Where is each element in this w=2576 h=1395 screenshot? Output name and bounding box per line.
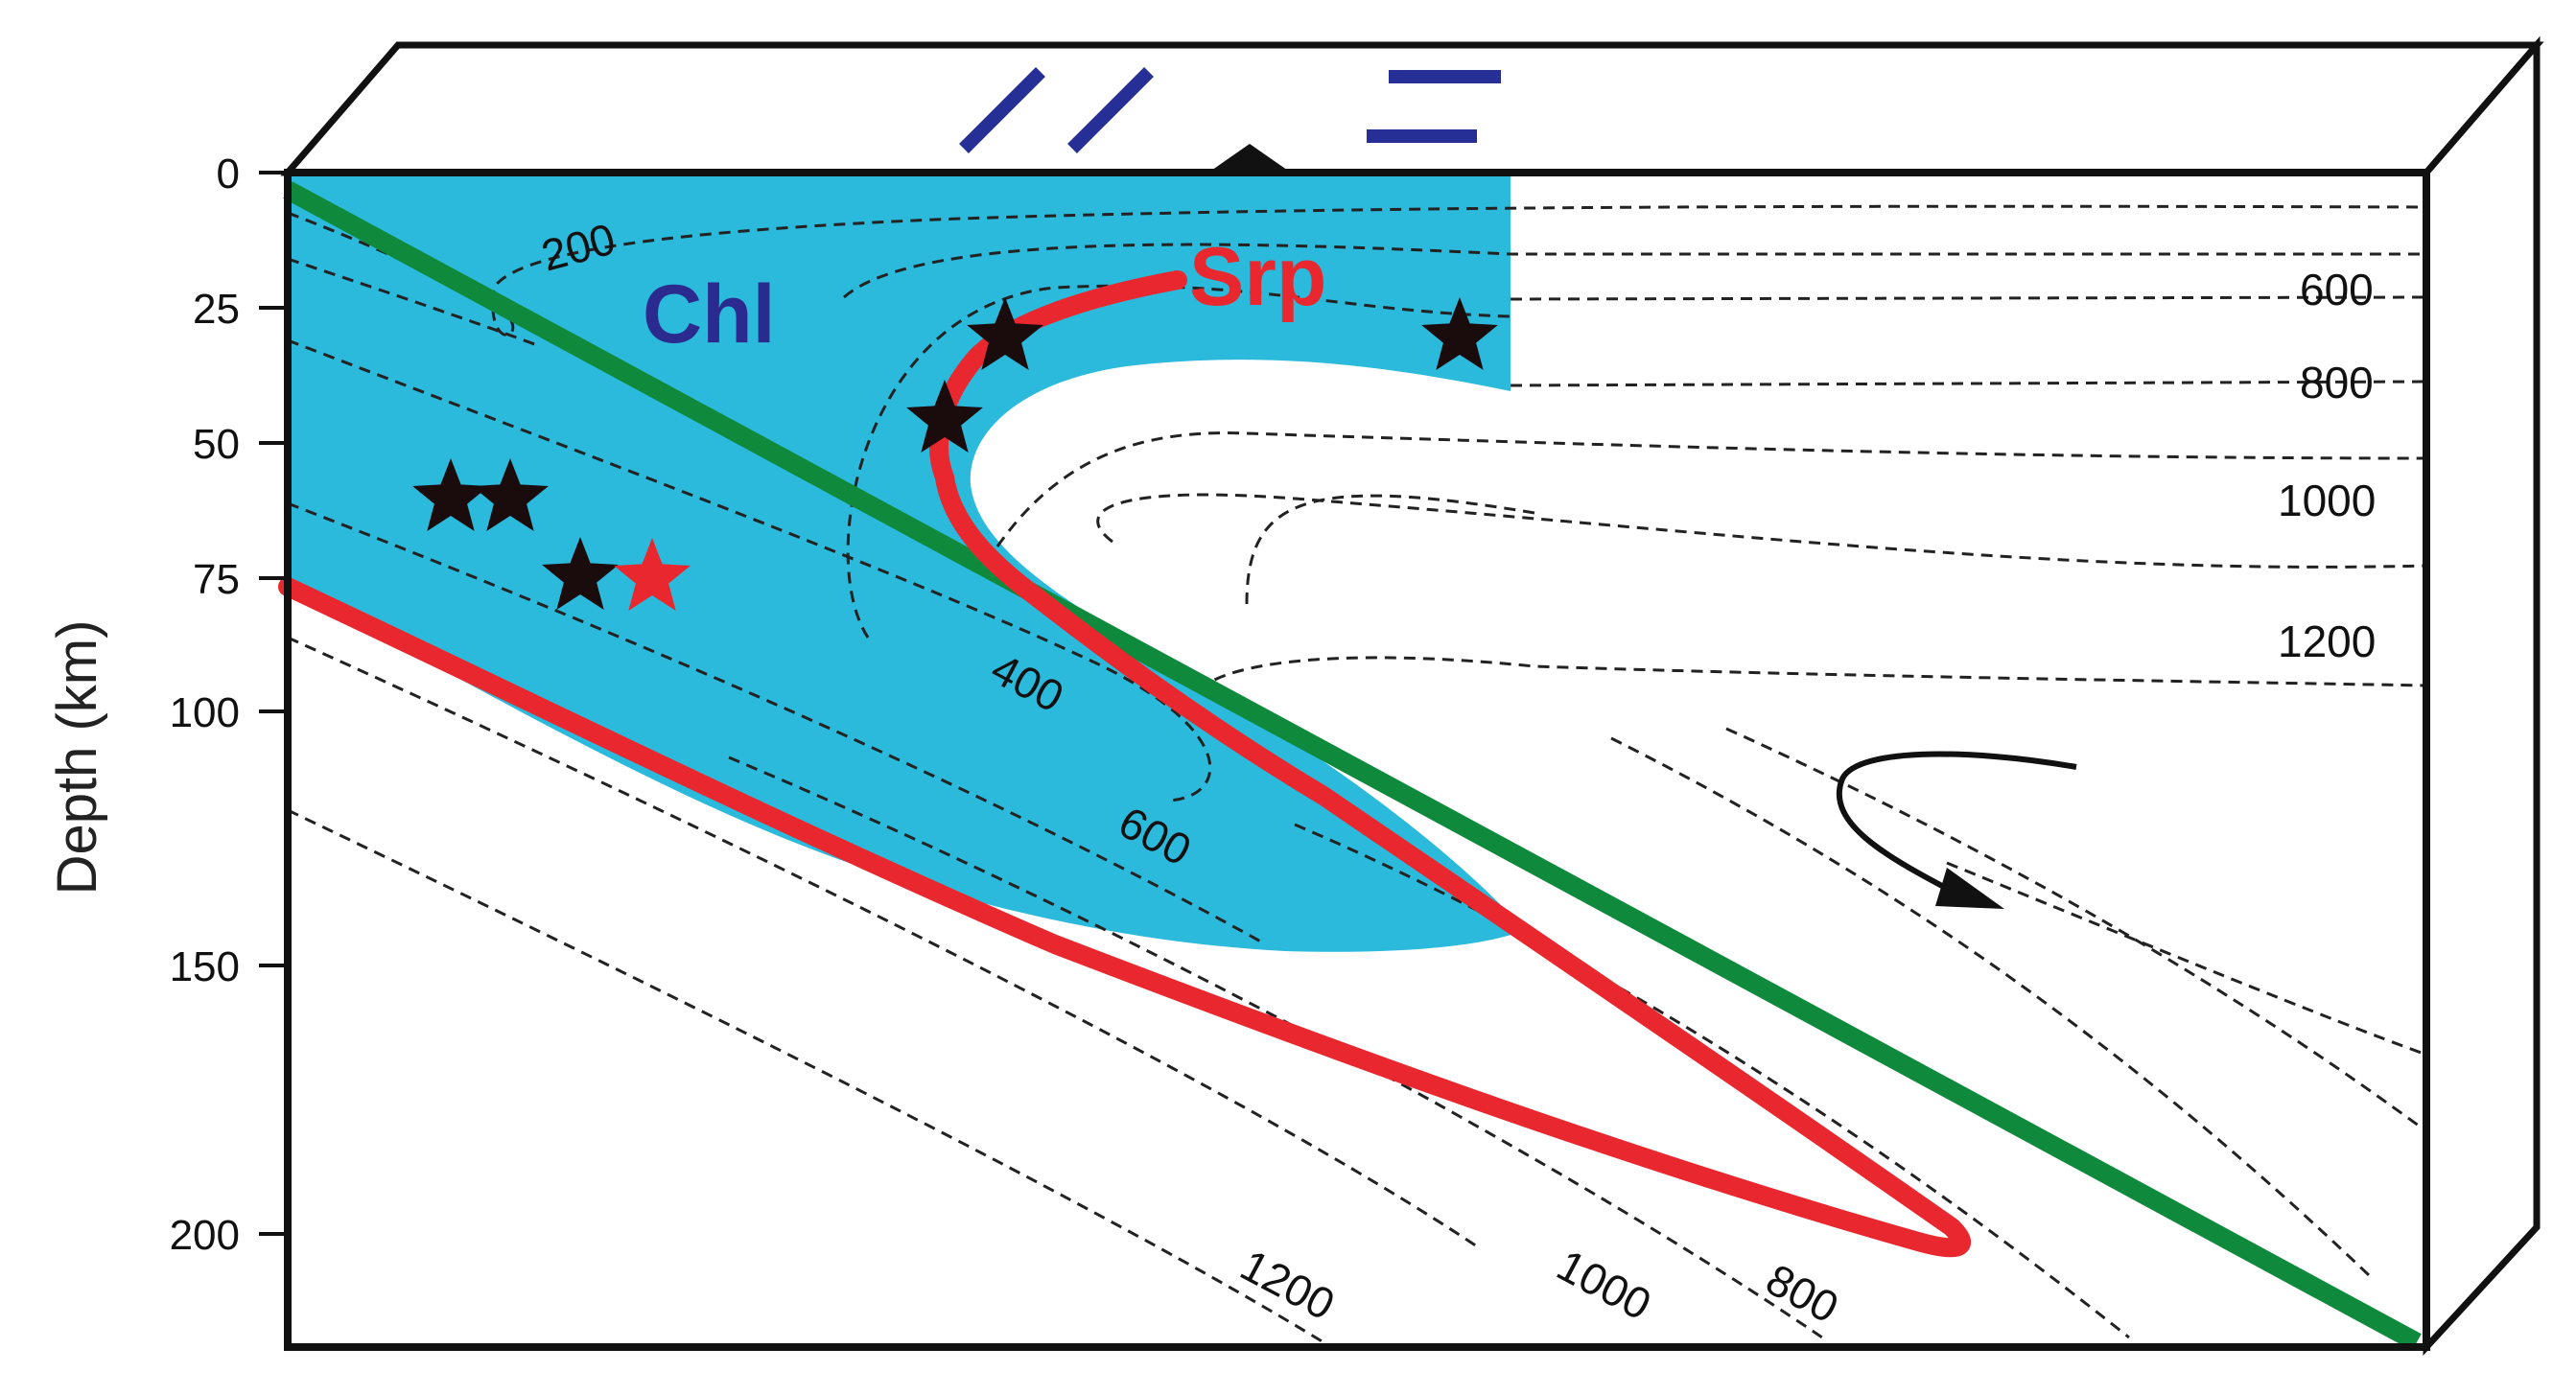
isotherm-line xyxy=(995,431,2427,547)
earthquake-star-icon xyxy=(472,458,549,531)
slab-surface-line xyxy=(283,181,2422,1351)
depth-tick-label: 50 xyxy=(193,421,240,468)
earthquake-markers xyxy=(412,297,1498,611)
depth-tick-label: 0 xyxy=(217,151,240,198)
isotherm-label-1200: 1200 xyxy=(2278,616,2376,666)
isotherm-line xyxy=(1294,823,2130,1339)
isotherm-line xyxy=(1510,380,2427,387)
block-top-face xyxy=(280,41,2544,176)
volcano-icon xyxy=(1208,144,1291,173)
serpentine-label: Srp xyxy=(1189,231,1326,323)
stress-symbols xyxy=(959,67,1501,153)
earthquake-star-icon xyxy=(542,537,619,610)
isotherm-line xyxy=(1610,736,2371,1277)
isotherm-label-1200-bottom: 1200 xyxy=(1232,1240,1343,1330)
depth-tick-label: 100 xyxy=(170,689,240,736)
isotherm-line xyxy=(1245,494,1535,605)
chlorite-label: Chl xyxy=(643,268,776,360)
isotherm-line xyxy=(1096,493,2427,569)
isotherm-line xyxy=(843,243,2426,299)
earthquake-star-icon xyxy=(906,380,983,453)
isotherm-line xyxy=(287,204,2427,337)
earthquake-star-icon xyxy=(412,458,489,531)
isotherm-line xyxy=(287,636,1478,1248)
normal-fault-symbol xyxy=(1067,67,1154,153)
depth-axis: 0 25 50 75 100 150 200 Depth (km) xyxy=(46,151,288,1259)
isotherm-label-800: 800 xyxy=(2300,358,2374,407)
isotherm-label-800-bottom: 800 xyxy=(1758,1254,1846,1333)
serpentine-stability-boundary xyxy=(278,270,1972,1258)
earthquake-star-icon xyxy=(967,297,1043,370)
isotherm-label-1000: 1000 xyxy=(2278,476,2376,525)
isotherm-label-1000-bottom: 1000 xyxy=(1549,1240,1659,1330)
isotherm-line xyxy=(287,338,1212,802)
block-front-face xyxy=(284,169,2430,1351)
highlighted-earthquake-star-icon xyxy=(614,538,691,611)
depth-tick-label: 200 xyxy=(170,1212,240,1259)
depth-tick-label: 150 xyxy=(170,943,240,990)
isotherm-line xyxy=(287,808,1324,1344)
depth-tick-label: 75 xyxy=(193,556,240,603)
isotherm-line xyxy=(1510,295,2427,301)
isotherm-line xyxy=(1946,861,2427,1057)
isotherm-label-600: 600 xyxy=(2300,265,2374,314)
depth-axis-title: Depth (km) xyxy=(46,620,108,895)
mantle-flow-arrow xyxy=(1837,751,2077,909)
isotherm-line xyxy=(287,257,538,347)
isotherm-line xyxy=(1725,727,2427,1133)
isotherm-line xyxy=(287,501,1267,946)
block-side-face xyxy=(2423,35,2541,1356)
isotherm-line xyxy=(1197,656,2427,692)
depth-tick-label: 25 xyxy=(193,286,240,333)
normal-fault-symbol xyxy=(959,67,1045,153)
earthquake-star-icon xyxy=(1421,297,1498,370)
